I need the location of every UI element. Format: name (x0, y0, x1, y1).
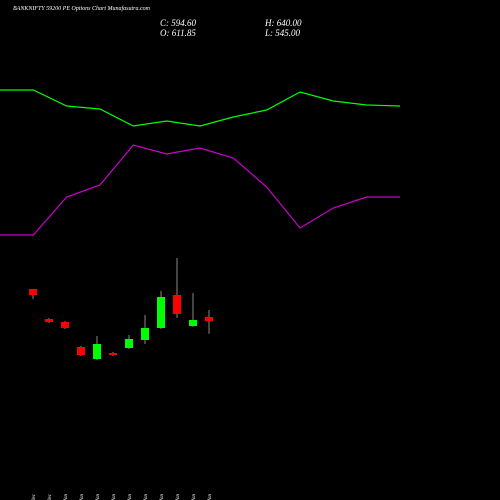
candle-body (141, 328, 149, 340)
high-label: H: 640.00 (264, 18, 302, 28)
candle-body (109, 353, 117, 355)
x-tick-label: 02 Jan (80, 494, 85, 500)
x-tick-label: 03 Jan (96, 494, 101, 500)
x-tick-label: 07 Jan (128, 494, 133, 500)
candle-body (45, 319, 53, 322)
indicator-line (0, 89, 401, 127)
x-tick-label: 01 Jan (64, 494, 69, 500)
x-tick-label: 14 Jan (208, 494, 213, 500)
candle-body (125, 339, 133, 348)
candle-body (77, 347, 85, 355)
x-tick-label: 09 Jan (160, 494, 165, 500)
x-tick-label: 13 Jan (192, 494, 197, 500)
candle-body (29, 289, 37, 295)
candle-body (157, 297, 165, 328)
candle-body (173, 295, 181, 314)
x-tick-label: 08 Jan (144, 494, 149, 500)
x-tick-label: 06 Jan (112, 494, 117, 500)
x-tick-label: 30 Dec (32, 493, 37, 500)
x-tick-label: 10 Jan (176, 494, 181, 500)
close-label: C: 594.60 (160, 18, 197, 28)
open-label: O: 611.85 (160, 28, 196, 38)
candle-body (189, 320, 197, 326)
candle-body (93, 344, 101, 359)
indicator-line (0, 144, 400, 236)
candle-body (205, 317, 213, 322)
candle-body (61, 322, 69, 328)
chart-title: BANKNIFTY 59200 PE Options Chart Munafas… (13, 5, 151, 12)
low-label: L: 545.00 (264, 28, 301, 38)
x-tick-label: 31 Dec (48, 493, 53, 500)
